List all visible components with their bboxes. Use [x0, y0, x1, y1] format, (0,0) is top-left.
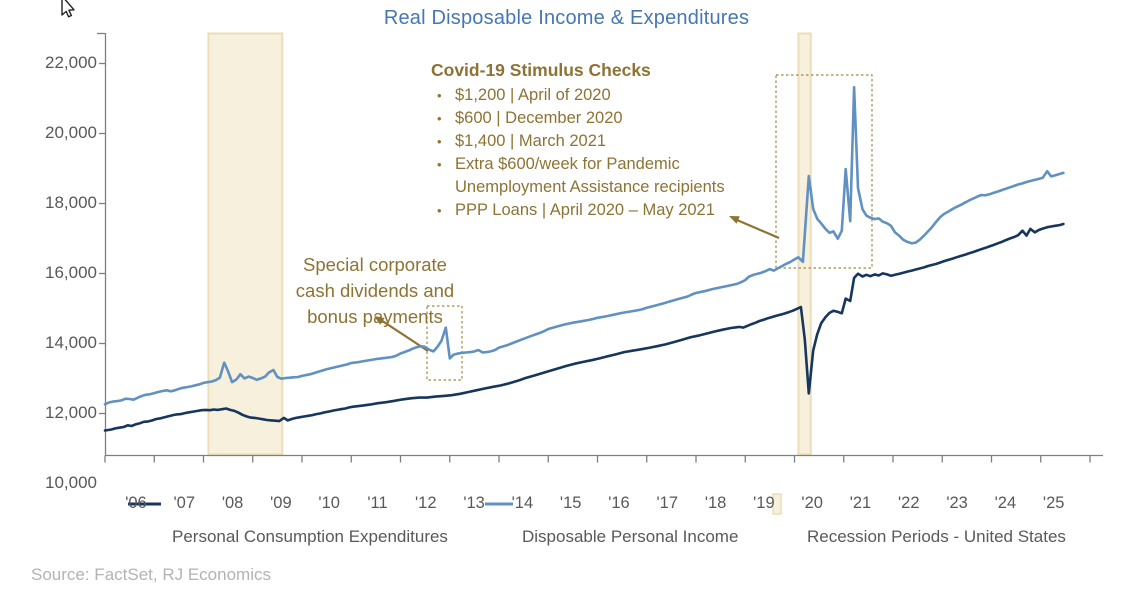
- x-axis-label: '10: [318, 494, 340, 512]
- source-note: Source: FactSet, RJ Economics: [31, 565, 271, 584]
- x-axis-label: '23: [946, 494, 968, 512]
- y-axis-label: 14,000: [45, 333, 97, 352]
- covid-annotation-heading: Covid-19 Stimulus Checks: [431, 60, 651, 80]
- dividends-annotation-line: Special corporate: [303, 254, 447, 275]
- covid-arrow: [736, 218, 780, 240]
- covid-callout-box: [775, 74, 873, 269]
- covid-bullet-item: • PPP Loans | April 2020 – May 2021: [431, 199, 761, 222]
- x-axis-label: '22: [898, 494, 920, 512]
- x-axis-label: '20: [801, 494, 823, 512]
- mouse-cursor-icon: [61, 0, 75, 18]
- y-axis-label: 12,000: [45, 403, 97, 422]
- covid-bullet-text: PPP Loans | April 2020 – May 2021: [455, 201, 715, 219]
- covid-bullet-item: • $1,200 | April of 2020: [431, 84, 761, 107]
- covid-bullet-item: • $600 | December 2020: [431, 107, 761, 130]
- y-axis-label: 18,000: [45, 193, 97, 212]
- x-axis-label: '09: [270, 494, 292, 512]
- y-axis-label: 20,000: [45, 123, 97, 142]
- covid-bullet-item: • Extra $600/week for Pandemic Unemployme…: [431, 153, 761, 199]
- covid-bullet-text: Extra $600/week for Pandemic Unemploymen…: [455, 155, 725, 196]
- x-axis-label: '11: [367, 494, 388, 512]
- recession-band: [207, 32, 284, 456]
- covid-annotation-bullets: • $1,200 | April of 2020 • $600 | December …: [431, 84, 761, 222]
- x-axis-label: '15: [559, 494, 582, 512]
- covid-annotation: Covid-19 Stimulus Checks • $1,200 | April…: [431, 58, 761, 222]
- covid-bullet-text: $1,400 | March 2021: [455, 132, 607, 150]
- covid-bullet-text: $1,200 | April of 2020: [455, 86, 611, 104]
- dividends-annotation: Special corporate cash dividends and bonus…: [275, 252, 475, 330]
- covid-bullet-text: $600 | December 2020: [455, 109, 623, 127]
- dividends-callout-box: [426, 305, 463, 381]
- bullet-marker: •: [437, 88, 442, 103]
- x-axis-label: '13: [463, 494, 485, 512]
- x-axis-label: '07: [173, 494, 196, 512]
- y-axis-label: 16,000: [45, 263, 97, 282]
- x-axis-label: '12: [415, 494, 437, 512]
- bullet-marker: •: [437, 134, 442, 149]
- x-axis-label: '17: [656, 494, 679, 512]
- bullet-marker: •: [437, 111, 442, 126]
- dividends-annotation-line: bonus payments: [307, 306, 443, 327]
- legend-label-pce: Personal Consumption Expenditures: [172, 527, 448, 546]
- covid-arrow-head: [729, 216, 740, 224]
- x-axis-label: '08: [221, 494, 244, 512]
- legend-label-dpi: Disposable Personal Income: [522, 527, 739, 546]
- covid-bullet-item: • $1,400 | March 2021: [431, 130, 761, 153]
- x-axis-label: '25: [1042, 494, 1065, 512]
- dividends-arrow-head: [374, 316, 385, 325]
- x-axis-label: '06: [125, 494, 147, 512]
- legend-swatch-recession: [772, 493, 782, 515]
- x-axis-label: '14: [511, 494, 534, 512]
- x-axis-label: '18: [704, 494, 727, 512]
- dividends-annotation-line: cash dividends and: [295, 280, 455, 301]
- series-line-pce: [103, 222, 1065, 432]
- x-axis-label: '21: [849, 494, 872, 512]
- y-axis-label: 22,000: [45, 53, 97, 72]
- x-axis-label: '16: [608, 494, 630, 512]
- chart-title: Real Disposable Income & Expenditures: [383, 7, 750, 29]
- x-axis-label: '24: [994, 494, 1017, 512]
- bullet-marker: •: [437, 157, 442, 172]
- y-axis-label: 10,000: [45, 473, 97, 492]
- bullet-marker: •: [437, 203, 442, 218]
- legend-label-recession: Recession Periods - United States: [807, 527, 1066, 546]
- x-axis-label: '19: [753, 494, 775, 512]
- series-line-dpi: [103, 85, 1065, 406]
